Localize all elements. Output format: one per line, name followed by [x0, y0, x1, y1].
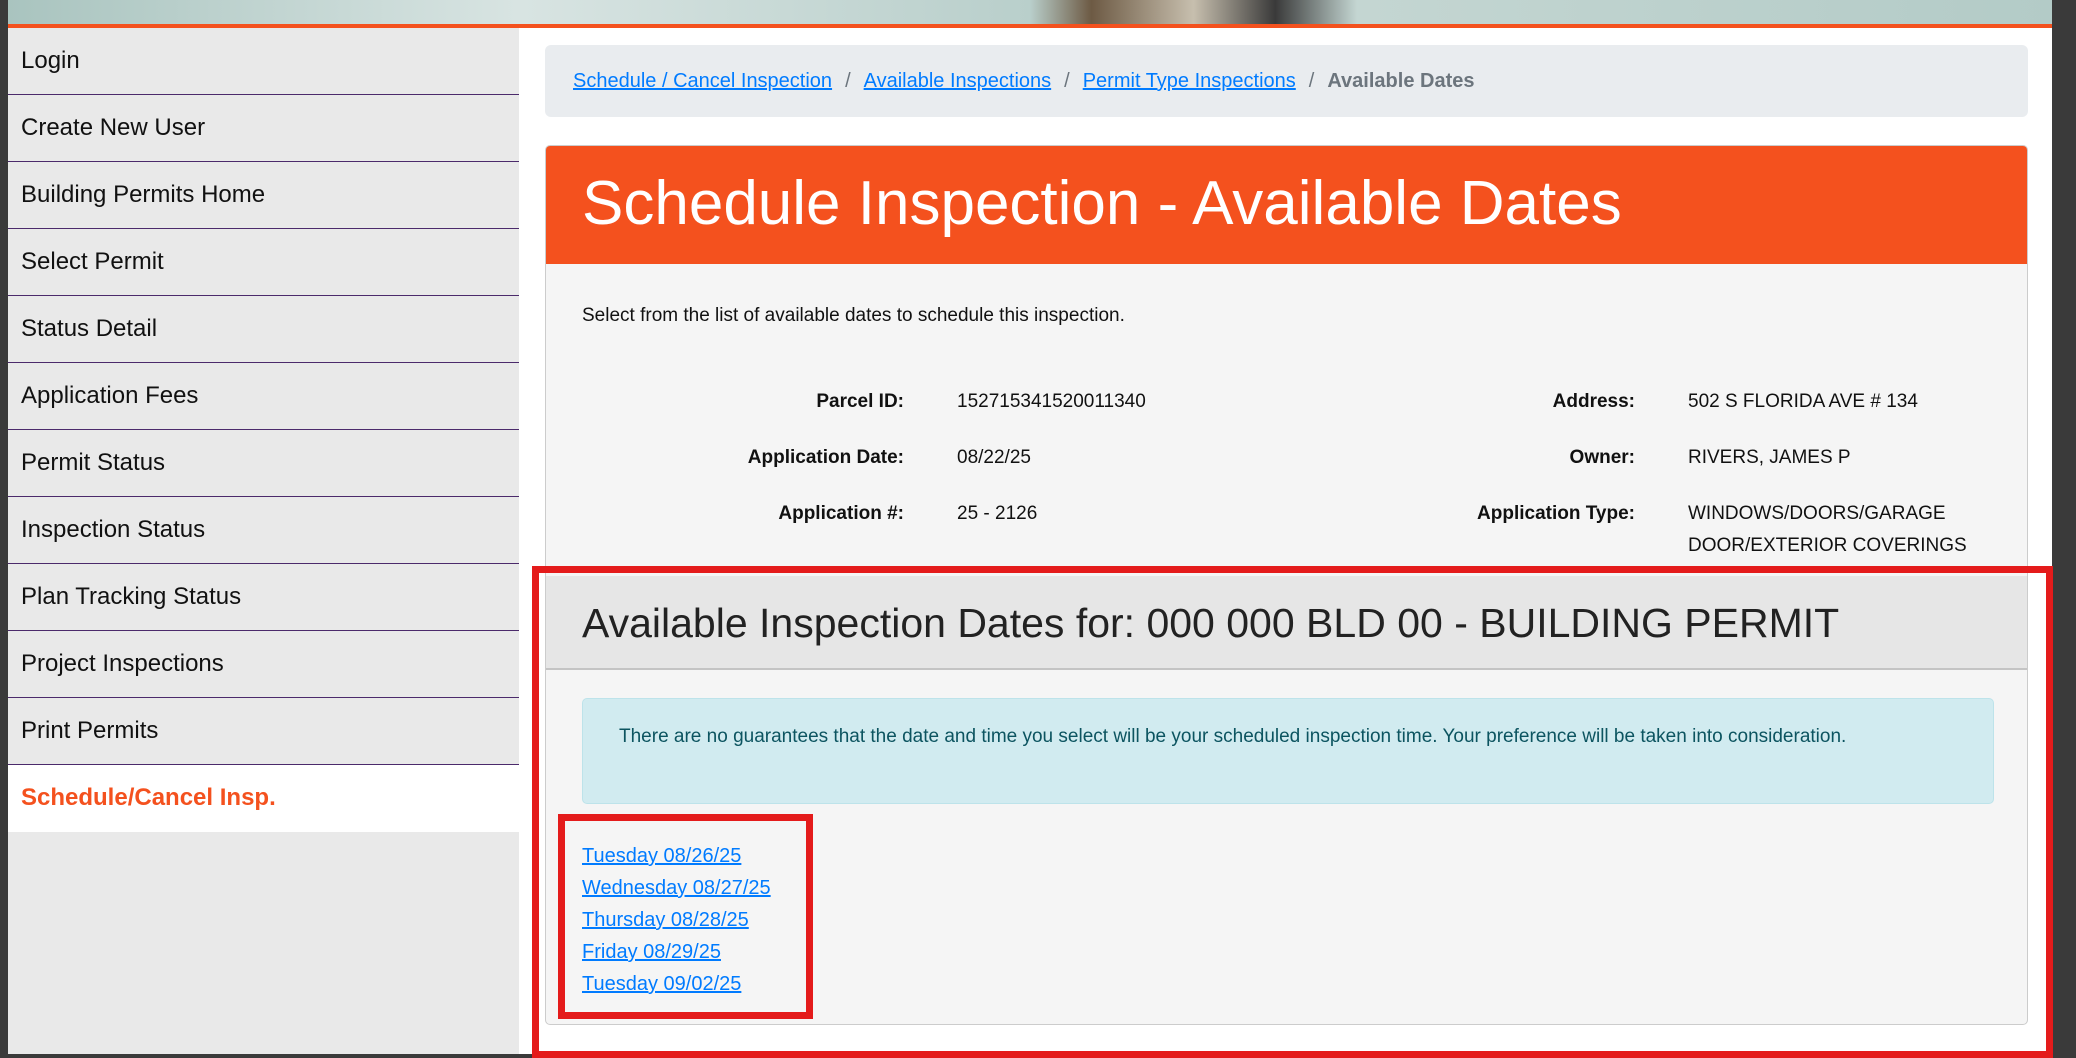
section-title: Available Inspection Dates for: 000 000 … [546, 576, 2027, 670]
sidebar-item-plan-tracking-status[interactable]: Plan Tracking Status [8, 564, 519, 631]
sidebar-item-building-permits-home[interactable]: Building Permits Home [8, 162, 519, 229]
sidebar-item-login[interactable]: Login [8, 28, 519, 95]
sidebar-item-project-inspections[interactable]: Project Inspections [8, 631, 519, 698]
sidebar-item-permit-status[interactable]: Permit Status [8, 430, 519, 497]
header-accent-bar [8, 24, 2052, 28]
info-alert: There are no guarantees that the date an… [582, 698, 1994, 804]
parcel-id-label: Parcel ID: [816, 391, 904, 412]
breadcrumb-current: Available Dates [1327, 70, 1475, 92]
address-label: Address: [1552, 391, 1635, 412]
parcel-id-value: 152715341520011340 [957, 391, 1146, 412]
application-date-label: Application Date: [747, 447, 904, 468]
owner-label: Owner: [1569, 447, 1635, 468]
sidebar: Login Create New User Building Permits H… [8, 28, 519, 1054]
date-link[interactable]: Wednesday 08/27/25 [582, 877, 771, 899]
application-type-value: WINDOWS/DOORS/GARAGE DOOR/EXTERIOR COVER… [1688, 503, 1967, 556]
sidebar-item-create-new-user[interactable]: Create New User [8, 95, 519, 162]
sidebar-item-status-detail[interactable]: Status Detail [8, 296, 519, 363]
application-type-label: Application Type: [1477, 503, 1635, 524]
breadcrumb-separator: / [1308, 70, 1315, 92]
sidebar-item-select-permit[interactable]: Select Permit [8, 229, 519, 296]
main-content: Schedule / Cancel Inspection / Available I… [545, 28, 2036, 1054]
breadcrumb-permit-type-inspections[interactable]: Permit Type Inspections [1082, 70, 1296, 92]
intro-text: Select from the list of available dates … [582, 305, 1125, 326]
application-date-value: 08/22/25 [957, 447, 1031, 468]
breadcrumb-separator: / [1064, 70, 1070, 92]
breadcrumb-schedule-cancel-inspection[interactable]: Schedule / Cancel Inspection [573, 70, 833, 92]
sidebar-item-schedule-cancel-insp[interactable]: Schedule/Cancel Insp. [8, 765, 519, 832]
breadcrumb: Schedule / Cancel Inspection / Available I… [545, 45, 2028, 117]
owner-value: RIVERS, JAMES P [1688, 447, 1851, 468]
available-dates-section: Available Inspection Dates for: 000 000 … [546, 576, 2027, 995]
breadcrumb-separator: / [845, 70, 851, 92]
sidebar-item-print-permits[interactable]: Print Permits [8, 698, 519, 765]
date-link[interactable]: Tuesday 09/02/25 [582, 973, 742, 995]
date-link[interactable]: Friday 08/29/25 [582, 941, 721, 963]
address-value: 502 S FLORIDA AVE # 134 [1688, 391, 1918, 412]
date-link[interactable]: Tuesday 08/26/25 [582, 845, 742, 867]
breadcrumb-available-inspections[interactable]: Available Inspections [863, 70, 1052, 92]
page: Login Create New User Building Permits H… [8, 28, 2052, 1054]
application-number-label: Application #: [778, 503, 904, 524]
sidebar-item-inspection-status[interactable]: Inspection Status [8, 497, 519, 564]
inspection-panel: Schedule Inspection - Available Dates Se… [545, 145, 2028, 1025]
sidebar-item-application-fees[interactable]: Application Fees [8, 363, 519, 430]
page-title: Schedule Inspection - Available Dates [546, 146, 2027, 264]
date-link[interactable]: Thursday 08/28/25 [582, 909, 749, 931]
date-list: Tuesday 08/26/25 Wednesday 08/27/25 Thur… [582, 840, 771, 1000]
header-banner-image [8, 0, 2052, 24]
application-number-value: 25 - 2126 [957, 503, 1038, 524]
